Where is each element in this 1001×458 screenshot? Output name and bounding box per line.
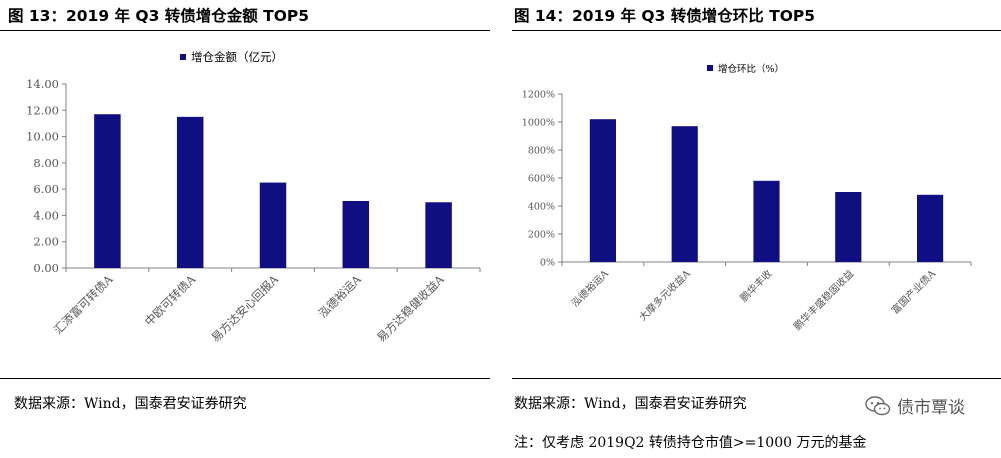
right-bar (753, 180, 780, 262)
right-y-tick-label: 0% (540, 257, 555, 268)
left-bar (342, 200, 370, 268)
right-category-label: 大摩多元收益A (636, 266, 693, 323)
left-source-text: 数据来源：Wind，国泰君安证券研究 (14, 396, 247, 412)
left-y-tick-label: 10.00 (26, 130, 59, 144)
right-y-tick-label: 800% (528, 145, 555, 156)
right-title-rule (512, 30, 1001, 31)
right-y-tick-label: 1200% (522, 89, 555, 100)
right-category-label: 鹏华丰盛稳固收益 (791, 267, 857, 333)
left-source-rule (0, 378, 490, 379)
right-source-rule (512, 378, 1001, 379)
left-legend-label: 增仓金额（亿元） (191, 50, 283, 64)
left-y-tick-label: 2.00 (33, 235, 59, 249)
right-category-label: 富国产业债A (889, 266, 939, 316)
left-bar (259, 182, 287, 268)
left-y-tick-label: 0.00 (33, 261, 59, 275)
right-y-tick-label: 200% (528, 229, 555, 240)
left-bar (425, 202, 452, 268)
right-figure: 图 14：2019 年 Q3 转债增仓环比 TOP5 增仓环比（%） 0% 200%… (512, 0, 1001, 458)
watermark-text: 债市覃谈 (897, 398, 965, 418)
right-source-text: 数据来源：Wind，国泰君安证券研究 (514, 396, 747, 412)
right-note-text: 注：仅考虑 2019Q2 转债持仓市值>=1000 万元的基金 (514, 435, 867, 451)
left-title-rule (0, 30, 490, 31)
left-category-label: 汇添富可转债A (51, 272, 116, 337)
right-legend: 增仓环比（%） (707, 63, 784, 75)
left-y-tick-label: 12.00 (26, 103, 59, 117)
right-legend-swatch (707, 65, 713, 71)
left-bar (94, 114, 121, 268)
left-legend-swatch (180, 54, 186, 60)
left-y-tick-label: 14.00 (26, 77, 59, 91)
left-bar (176, 116, 204, 268)
left-y-tick-label: 4.00 (33, 208, 59, 222)
right-category-label: 鹏华丰收 (737, 267, 774, 304)
left-y-tick-label: 8.00 (33, 156, 59, 170)
right-category-label: 泓德裕运A (568, 266, 611, 309)
left-category-label: 易方达稳健收益A (374, 272, 447, 345)
right-y-tick-label: 600% (528, 173, 555, 184)
right-bar (589, 119, 616, 262)
right-bar (835, 192, 862, 262)
right-y-tick-label: 400% (528, 201, 555, 212)
right-chart: 增仓环比（%） 0% 200% 400% 600% 800% 1000% 1200% 泓德裕运A… (522, 63, 972, 333)
left-y-tick-label: 6.00 (33, 182, 59, 196)
left-category-label: 易方达安心回报A (208, 272, 281, 345)
wechat-icon (865, 395, 891, 415)
right-legend-label: 增仓环比（%） (718, 63, 784, 75)
right-y-tick-label: 1000% (522, 117, 555, 128)
left-figure-title: 图 13：2019 年 Q3 转债增仓金额 TOP5 (8, 7, 310, 25)
left-chart: 增仓金额（亿元） 0.00 2.00 4.00 6.00 8.00 10.00 12.00 14… (26, 50, 481, 345)
watermark: 债市覃谈 (865, 393, 965, 418)
right-bar (671, 126, 698, 262)
right-figure-title: 图 14：2019 年 Q3 转债增仓环比 TOP5 (514, 7, 816, 25)
left-category-label: 泓德裕运A (316, 272, 365, 321)
right-bar (917, 194, 944, 262)
left-legend: 增仓金额（亿元） (180, 50, 283, 64)
left-category-label: 中欧可转债A (142, 272, 199, 329)
left-figure: 图 13：2019 年 Q3 转债增仓金额 TOP5 增仓金额（亿元） 0.00 2… (0, 0, 490, 458)
